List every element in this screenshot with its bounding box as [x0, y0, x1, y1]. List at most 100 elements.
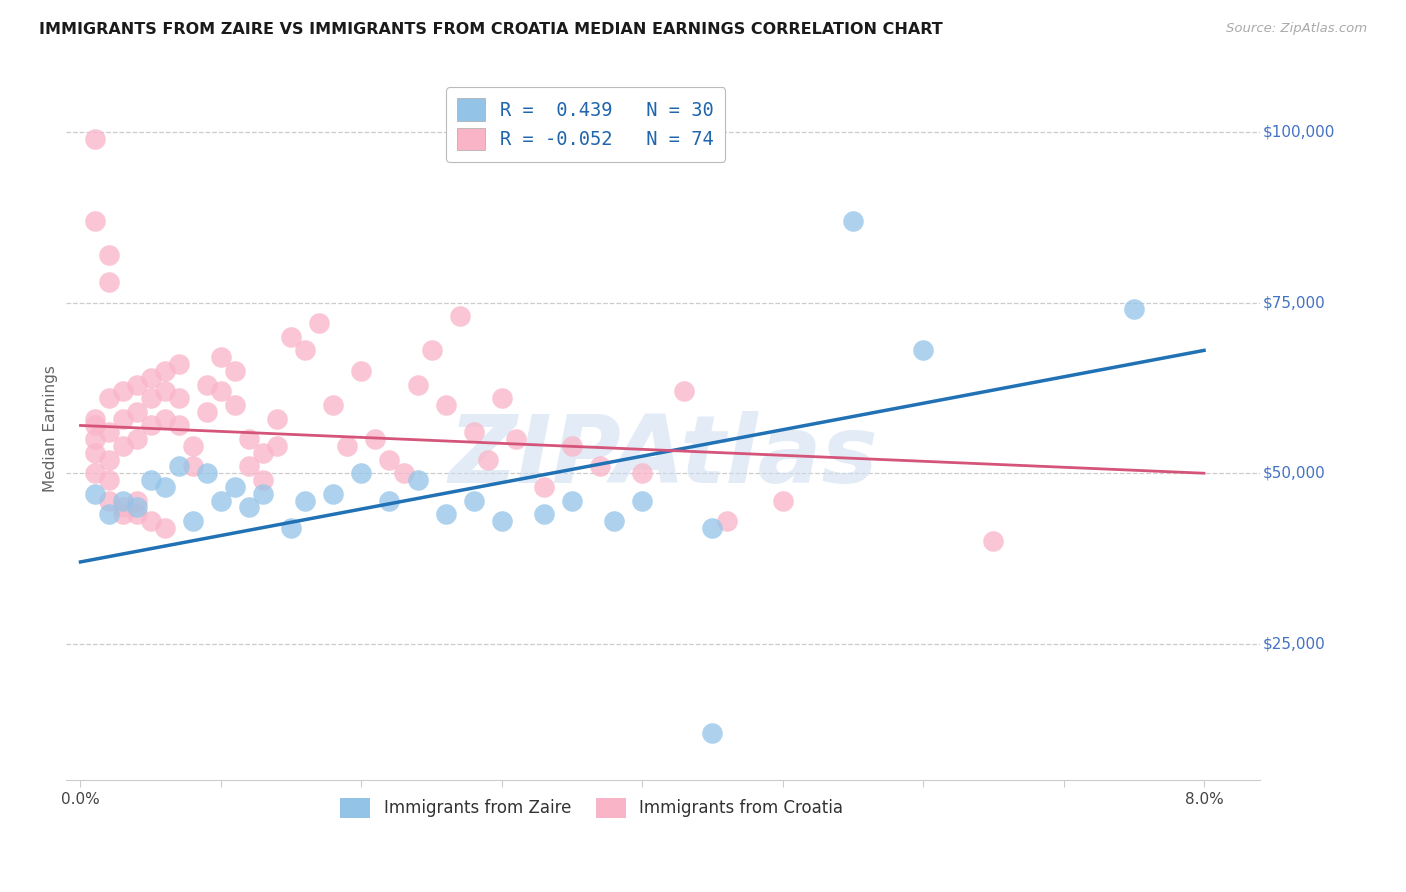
- Point: [153, 364, 176, 378]
- Point: [589, 459, 612, 474]
- Point: [111, 507, 134, 521]
- Point: [505, 432, 527, 446]
- Point: [139, 391, 162, 405]
- Point: [139, 418, 162, 433]
- Point: [406, 377, 429, 392]
- Point: [772, 493, 794, 508]
- Point: [308, 316, 330, 330]
- Point: [153, 384, 176, 399]
- Point: [238, 459, 260, 474]
- Point: [139, 473, 162, 487]
- Point: [111, 411, 134, 425]
- Point: [83, 432, 105, 446]
- Point: [97, 473, 120, 487]
- Point: [392, 467, 415, 481]
- Point: [83, 467, 105, 481]
- Point: [983, 534, 1005, 549]
- Point: [97, 507, 120, 521]
- Point: [631, 493, 654, 508]
- Point: [842, 213, 865, 227]
- Point: [111, 500, 134, 515]
- Point: [125, 507, 148, 521]
- Point: [125, 405, 148, 419]
- Point: [97, 452, 120, 467]
- Text: Source: ZipAtlas.com: Source: ZipAtlas.com: [1226, 22, 1367, 36]
- Point: [97, 425, 120, 440]
- Point: [266, 411, 288, 425]
- Point: [125, 500, 148, 515]
- Point: [97, 248, 120, 262]
- Point: [336, 439, 359, 453]
- Point: [406, 473, 429, 487]
- Point: [463, 425, 485, 440]
- Point: [111, 493, 134, 508]
- Point: [238, 432, 260, 446]
- Point: [252, 473, 274, 487]
- Point: [181, 439, 204, 453]
- Point: [252, 486, 274, 500]
- Point: [83, 418, 105, 433]
- Text: $75,000: $75,000: [1263, 295, 1326, 310]
- Point: [83, 411, 105, 425]
- Point: [181, 459, 204, 474]
- Point: [673, 384, 696, 399]
- Point: [280, 521, 302, 535]
- Point: [350, 364, 373, 378]
- Point: [449, 310, 471, 324]
- Point: [322, 486, 344, 500]
- Point: [83, 486, 105, 500]
- Point: [139, 514, 162, 528]
- Point: [364, 432, 387, 446]
- Point: [195, 377, 218, 392]
- Point: [153, 411, 176, 425]
- Point: [97, 493, 120, 508]
- Point: [153, 480, 176, 494]
- Point: [224, 480, 246, 494]
- Point: [533, 480, 555, 494]
- Point: [716, 514, 738, 528]
- Point: [111, 384, 134, 399]
- Y-axis label: Median Earnings: Median Earnings: [44, 366, 58, 492]
- Point: [252, 446, 274, 460]
- Point: [294, 343, 316, 358]
- Point: [1122, 302, 1144, 317]
- Point: [125, 377, 148, 392]
- Point: [463, 493, 485, 508]
- Point: [378, 452, 401, 467]
- Text: IMMIGRANTS FROM ZAIRE VS IMMIGRANTS FROM CROATIA MEDIAN EARNINGS CORRELATION CHA: IMMIGRANTS FROM ZAIRE VS IMMIGRANTS FROM…: [39, 22, 943, 37]
- Text: $100,000: $100,000: [1263, 125, 1334, 139]
- Point: [702, 521, 724, 535]
- Point: [912, 343, 935, 358]
- Point: [378, 493, 401, 508]
- Point: [561, 439, 583, 453]
- Point: [153, 521, 176, 535]
- Point: [167, 391, 190, 405]
- Point: [238, 500, 260, 515]
- Point: [209, 384, 232, 399]
- Point: [224, 364, 246, 378]
- Point: [280, 330, 302, 344]
- Point: [125, 432, 148, 446]
- Point: [195, 467, 218, 481]
- Text: $50,000: $50,000: [1263, 466, 1326, 481]
- Point: [111, 439, 134, 453]
- Point: [167, 357, 190, 371]
- Point: [97, 275, 120, 289]
- Text: $25,000: $25,000: [1263, 636, 1326, 651]
- Point: [477, 452, 499, 467]
- Point: [125, 493, 148, 508]
- Point: [139, 370, 162, 384]
- Point: [97, 391, 120, 405]
- Point: [631, 467, 654, 481]
- Point: [434, 507, 457, 521]
- Point: [195, 405, 218, 419]
- Point: [434, 398, 457, 412]
- Point: [224, 398, 246, 412]
- Point: [83, 132, 105, 146]
- Text: ZIPAtlas: ZIPAtlas: [449, 411, 879, 503]
- Point: [181, 514, 204, 528]
- Point: [83, 213, 105, 227]
- Point: [322, 398, 344, 412]
- Point: [266, 439, 288, 453]
- Point: [702, 725, 724, 739]
